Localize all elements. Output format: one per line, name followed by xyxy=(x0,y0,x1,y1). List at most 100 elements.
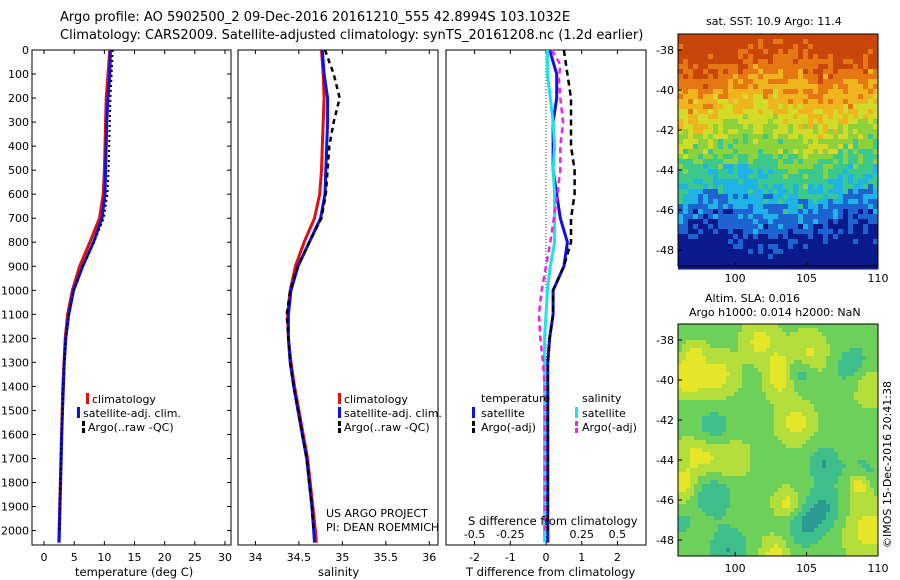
map-cell xyxy=(842,428,847,433)
map-cell xyxy=(706,420,711,425)
map-ytick-label: -38 xyxy=(656,44,674,57)
map-cell xyxy=(842,488,847,493)
map-cell xyxy=(858,44,864,50)
map-cell xyxy=(678,194,684,200)
map-cell xyxy=(726,412,731,417)
map-cell xyxy=(708,144,714,150)
map-cell xyxy=(826,536,831,541)
map-cell xyxy=(810,372,815,377)
map-cell xyxy=(774,328,779,333)
map-cell xyxy=(862,400,867,405)
map-cell xyxy=(763,99,769,105)
map-cell xyxy=(826,464,831,469)
map-cell xyxy=(803,259,809,265)
map-cell xyxy=(706,332,711,337)
map-cell xyxy=(833,204,839,210)
map-cell xyxy=(698,144,704,150)
map-cell xyxy=(858,360,863,365)
map-cell xyxy=(863,119,869,125)
map-cell xyxy=(806,372,811,377)
map-cell xyxy=(793,224,799,230)
map-cell xyxy=(710,552,715,557)
map-cell xyxy=(710,448,715,453)
map-cell xyxy=(828,119,834,125)
map-cell xyxy=(814,356,819,361)
map-cell xyxy=(786,404,791,409)
map-cell xyxy=(682,448,687,453)
map-cell xyxy=(874,456,879,461)
map-cell xyxy=(754,392,759,397)
map-cell xyxy=(774,468,779,473)
map-cell xyxy=(722,432,727,437)
map-cell xyxy=(678,94,684,100)
map-cell xyxy=(723,114,729,120)
map-cell xyxy=(830,420,835,425)
map-cell xyxy=(768,149,774,155)
map-cell xyxy=(863,124,869,130)
map-cell xyxy=(758,64,764,70)
map-cell xyxy=(848,44,854,50)
map-cell xyxy=(693,194,699,200)
map-cell xyxy=(766,444,771,449)
map-cell xyxy=(794,416,799,421)
map-cell xyxy=(808,34,814,40)
map-cell xyxy=(838,332,843,337)
map-cell xyxy=(743,259,749,265)
map-cell xyxy=(866,388,871,393)
map-cell xyxy=(694,552,699,557)
map-cell xyxy=(750,388,755,393)
map-cell xyxy=(798,460,803,465)
map-cell xyxy=(838,179,844,185)
map-cell xyxy=(838,44,844,50)
map-cell xyxy=(870,444,875,449)
map-cell xyxy=(682,440,687,445)
map-cell xyxy=(698,376,703,381)
map-cell xyxy=(874,408,879,413)
map-cell xyxy=(746,388,751,393)
map-cell xyxy=(822,460,827,465)
map-cell xyxy=(678,452,683,457)
map-cell xyxy=(843,249,849,255)
map-cell xyxy=(698,239,704,245)
map-cell xyxy=(803,124,809,130)
ytick-label: 1500 xyxy=(1,404,29,417)
map-cell xyxy=(848,79,854,85)
map-cell xyxy=(778,54,784,60)
map-cell xyxy=(758,154,764,160)
map-cell xyxy=(838,204,844,210)
map-cell xyxy=(850,504,855,509)
map-cell xyxy=(702,484,707,489)
map-cell xyxy=(734,508,739,513)
map-cell xyxy=(693,74,699,80)
map-cell xyxy=(733,174,739,180)
series-line-climatology xyxy=(57,49,112,543)
map-cell xyxy=(778,89,784,95)
map-cell xyxy=(808,144,814,150)
map-cell xyxy=(743,44,749,50)
map-cell xyxy=(850,484,855,489)
map-cell xyxy=(682,480,687,485)
map-cell xyxy=(762,340,767,345)
map-cell xyxy=(708,64,714,70)
map-cell xyxy=(708,259,714,265)
map-cell xyxy=(762,364,767,369)
map-cell xyxy=(743,109,749,115)
map-cell xyxy=(853,249,859,255)
map-cell xyxy=(834,544,839,549)
map-cell xyxy=(833,84,839,90)
map-cell xyxy=(758,428,763,433)
map-cell xyxy=(794,396,799,401)
map-cell xyxy=(853,239,859,245)
map-cell xyxy=(734,540,739,545)
map-cell xyxy=(718,244,724,250)
map-cell xyxy=(850,516,855,521)
map-cell xyxy=(810,452,815,457)
map-cell xyxy=(714,384,719,389)
map-cell xyxy=(818,84,824,90)
map-cell xyxy=(828,179,834,185)
map-cell xyxy=(678,254,684,260)
map-cell xyxy=(798,416,803,421)
map-cell xyxy=(698,89,704,95)
map-cell xyxy=(788,124,794,130)
map-cell xyxy=(743,219,749,225)
